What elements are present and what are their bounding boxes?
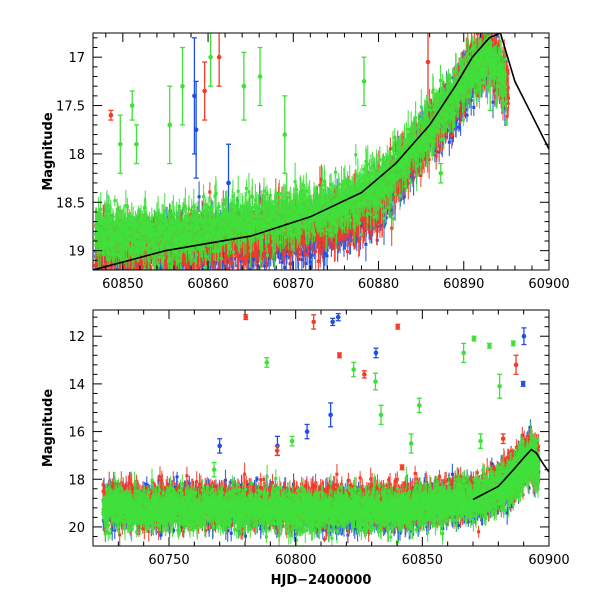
red-outlier-point <box>108 109 114 121</box>
x-tick-label: 60850 <box>102 277 143 292</box>
green-outlier-point <box>497 373 503 399</box>
green-outlier-point <box>361 56 367 107</box>
red-outlier-point <box>361 370 367 379</box>
green-outlier-point <box>289 435 295 447</box>
y-tick-label: 17 <box>68 51 85 66</box>
green-outlier-point <box>351 361 357 378</box>
blue-outlier-point <box>520 380 526 387</box>
green-outlier-point <box>211 461 217 478</box>
y-tick-label: 12 <box>68 330 85 345</box>
y-tick-label: 18 <box>68 473 85 488</box>
x-tick-label: 60800 <box>275 553 316 568</box>
green-outlier-point <box>133 124 139 165</box>
y-tick-label: 14 <box>68 378 85 393</box>
red-outlier-point <box>202 61 208 121</box>
green-outlier-point <box>510 340 516 347</box>
x-tick-label: 60870 <box>273 277 314 292</box>
green-outlier-point <box>257 46 263 107</box>
green-outlier-point <box>264 357 270 368</box>
blue-outlier-point <box>217 438 223 454</box>
blue-outlier-point <box>304 423 310 440</box>
plot-frame <box>92 32 550 271</box>
green-outlier-point <box>478 433 484 449</box>
model-curve <box>472 448 549 501</box>
red-outlier-point <box>500 433 506 445</box>
y-tick-label: 17.5 <box>56 100 85 115</box>
green-outlier-point <box>487 42 493 112</box>
green-outlier-point <box>471 335 477 342</box>
red-outlier-point <box>274 445 280 457</box>
x-axis-title: HJD−2400000 <box>271 573 372 588</box>
blue-outlier-point <box>335 312 341 322</box>
y-axis-title: Magnitude <box>41 112 56 191</box>
y-tick-label: 18 <box>68 148 85 163</box>
green-outlier-point <box>282 95 288 174</box>
plot-area <box>93 33 549 270</box>
x-tick-label: 60900 <box>528 553 569 568</box>
green-outlier-point <box>372 372 378 391</box>
x-tick-label: 60860 <box>187 277 228 292</box>
green-points <box>101 432 541 543</box>
model-curve <box>93 33 549 270</box>
y-tick-label: 20 <box>68 521 85 536</box>
blue-outlier-point <box>521 327 527 346</box>
green-outlier-point <box>486 342 492 349</box>
x-tick-label: 60880 <box>358 277 399 292</box>
green-outlier-point <box>167 85 173 165</box>
y-tick-label: 18.5 <box>56 196 85 211</box>
x-tick-label: 60750 <box>148 553 189 568</box>
red-outlier-point <box>336 352 342 359</box>
blue-outlier-point <box>193 80 199 179</box>
bottom-panel-full-light-curve: 60750 60800 60850 60900 12 14 16 18 20 Magnitude H… <box>41 309 570 588</box>
x-tick-label: 60890 <box>443 277 484 292</box>
red-outlier-point <box>399 464 405 471</box>
green-outlier-point <box>117 114 123 174</box>
blue-outlier-point <box>373 347 379 359</box>
top-panel-zoomed-light-curve: 60850 60860 60870 60880 60890 60900 17 17.5 18 18… <box>41 32 570 292</box>
x-tick-label: 60850 <box>402 553 443 568</box>
y-tick-label: 16 <box>68 426 85 441</box>
green-outlier-point <box>416 397 422 414</box>
red-outlier-point <box>243 314 249 321</box>
green-outlier-point <box>208 33 214 87</box>
green-outlier-point <box>129 90 135 121</box>
blue-outlier-point <box>328 402 334 428</box>
green-outlier-point <box>461 342 467 364</box>
red-outlier-point <box>513 354 519 376</box>
y-axis-title: Magnitude <box>41 389 56 468</box>
x-tick-label: 60900 <box>528 277 569 292</box>
green-series <box>101 335 541 546</box>
green-outlier-point <box>438 162 444 184</box>
blue-outlier-point <box>330 317 336 327</box>
red-outlier-point <box>311 314 317 330</box>
green-outlier-point <box>378 404 384 426</box>
green-outlier-point <box>179 46 185 126</box>
green-outlier-point <box>408 433 414 454</box>
y-tick-label: 19 <box>68 245 85 260</box>
green-outlier-point <box>241 51 247 121</box>
red-outlier-point <box>216 33 222 87</box>
plot-area <box>101 312 549 546</box>
red-outlier-point <box>395 323 401 330</box>
